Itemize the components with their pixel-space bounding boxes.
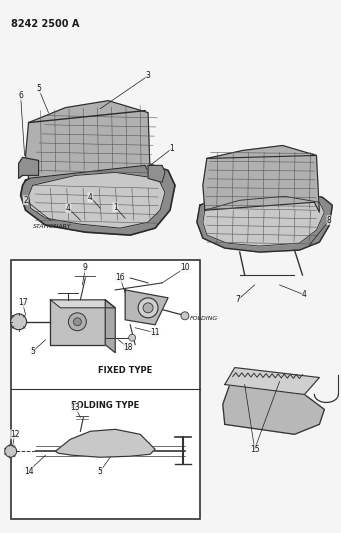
Polygon shape xyxy=(148,165,165,182)
Text: 3: 3 xyxy=(146,71,150,80)
Text: 1: 1 xyxy=(169,144,174,153)
Polygon shape xyxy=(105,300,115,353)
Text: 18: 18 xyxy=(123,343,133,352)
Polygon shape xyxy=(203,146,320,212)
Polygon shape xyxy=(50,300,105,345)
Text: 13: 13 xyxy=(71,403,80,412)
Ellipse shape xyxy=(143,303,153,313)
Text: 8: 8 xyxy=(327,216,332,225)
Ellipse shape xyxy=(73,318,81,326)
Polygon shape xyxy=(29,172,165,228)
Text: 7: 7 xyxy=(235,295,240,304)
Ellipse shape xyxy=(138,298,158,318)
Text: 5: 5 xyxy=(36,84,41,93)
Text: 5: 5 xyxy=(30,347,35,356)
Ellipse shape xyxy=(69,313,86,331)
Ellipse shape xyxy=(5,445,17,457)
Polygon shape xyxy=(26,101,150,179)
Text: 10: 10 xyxy=(180,263,190,272)
Text: 12: 12 xyxy=(10,430,19,439)
Text: 15: 15 xyxy=(250,445,260,454)
Text: 9: 9 xyxy=(83,263,88,272)
Text: FIXED TYPE: FIXED TYPE xyxy=(98,366,152,375)
Text: 1: 1 xyxy=(113,203,118,212)
Text: 11: 11 xyxy=(150,328,160,337)
Text: FOLDING: FOLDING xyxy=(190,316,218,321)
Text: 4: 4 xyxy=(88,193,93,202)
Bar xyxy=(11,260,200,519)
Text: 8242 2500 A: 8242 2500 A xyxy=(11,19,79,29)
Text: 4: 4 xyxy=(66,204,71,213)
Polygon shape xyxy=(20,158,175,235)
Polygon shape xyxy=(197,190,332,252)
Ellipse shape xyxy=(181,312,189,320)
Text: 16: 16 xyxy=(115,273,125,282)
Polygon shape xyxy=(223,384,324,434)
Text: 5: 5 xyxy=(98,467,103,475)
Text: 14: 14 xyxy=(24,467,33,475)
Text: 4: 4 xyxy=(302,290,307,300)
Polygon shape xyxy=(56,430,155,457)
Text: 2: 2 xyxy=(23,196,28,205)
Polygon shape xyxy=(225,368,320,394)
Polygon shape xyxy=(50,300,115,308)
Text: 17: 17 xyxy=(18,298,27,308)
Polygon shape xyxy=(125,290,168,325)
Ellipse shape xyxy=(129,334,136,341)
Polygon shape xyxy=(203,196,324,246)
Ellipse shape xyxy=(11,314,27,330)
Text: FOLDING TYPE: FOLDING TYPE xyxy=(71,401,139,410)
Text: 6: 6 xyxy=(18,91,23,100)
Text: STATIONARY: STATIONARY xyxy=(32,224,71,229)
Polygon shape xyxy=(19,157,39,179)
